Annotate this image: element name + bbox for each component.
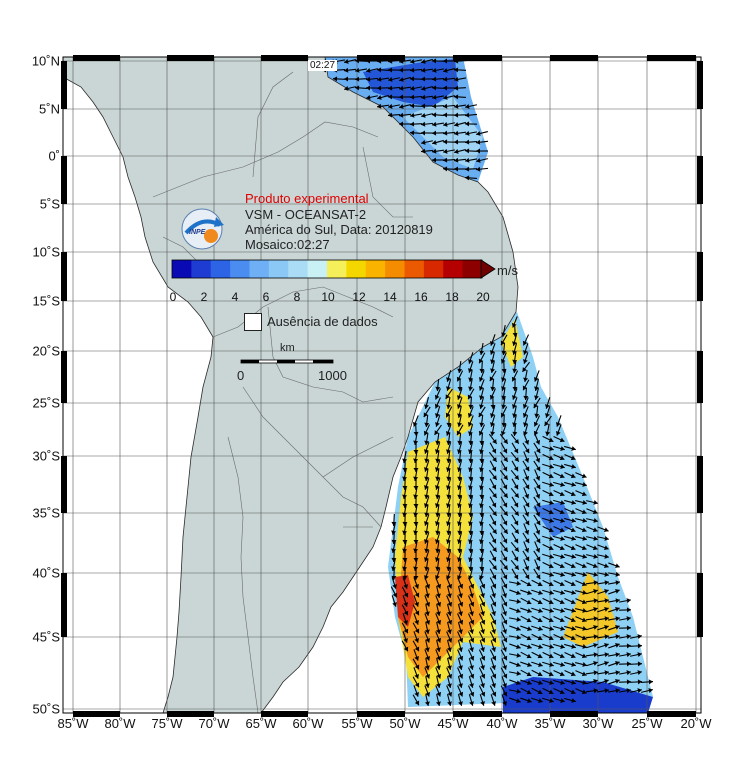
- colorbar-cell: [443, 260, 464, 278]
- colorbar-tick: 20: [476, 290, 490, 304]
- colorbar-tick: 10: [321, 290, 335, 304]
- lat-label: 5˚S: [39, 196, 60, 212]
- colorbar-tick: 0: [169, 290, 177, 304]
- lon-label: 30˚W: [582, 716, 614, 731]
- lon-label: 50˚W: [389, 716, 421, 731]
- lon-label: 35˚W: [534, 716, 566, 731]
- lat-label: 30˚S: [32, 448, 60, 464]
- lon-label: 40˚W: [486, 716, 518, 731]
- lat-label: 40˚S: [32, 565, 60, 581]
- colorbar-arrow: [480, 259, 496, 279]
- colorbar: [171, 259, 496, 279]
- scale-unit: km: [280, 342, 295, 354]
- lat-label: 10˚N: [31, 53, 60, 69]
- lat-label: 5˚N: [39, 101, 60, 117]
- colorbar-cell: [462, 260, 483, 278]
- lon-label: 20˚W: [680, 716, 712, 731]
- lat-label: 0˚: [48, 148, 60, 164]
- colorbar-cell: [191, 260, 212, 278]
- lat-label: 25˚S: [32, 395, 60, 411]
- colorbar-cell: [249, 260, 270, 278]
- colorbar-tick: 4: [231, 290, 239, 304]
- colorbar-unit: m/s: [497, 263, 518, 278]
- product-title: Produto experimental: [245, 191, 369, 206]
- colorbar-cell: [172, 260, 192, 278]
- colorbar-cell: [230, 260, 250, 278]
- lon-label: 60˚W: [292, 716, 324, 731]
- colorbar-tick: 6: [262, 290, 270, 304]
- colorbar-tick: 18: [445, 290, 459, 304]
- legend-line-mosaic: Mosaico:02:27: [245, 237, 330, 252]
- colorbar-tick: 8: [293, 290, 301, 304]
- lon-label: 25˚W: [631, 716, 663, 731]
- scale-bar: [240, 359, 334, 364]
- map-frame: [63, 57, 701, 713]
- svg-text:INPE: INPE: [189, 229, 206, 236]
- colorbar-tick: 12: [352, 290, 366, 304]
- colorbar-cell: [423, 260, 444, 278]
- colorbar-cell: [288, 260, 309, 278]
- time-stamp: 02:27: [308, 60, 338, 71]
- colorbar-cell: [268, 260, 289, 278]
- colorbar-cell: [210, 260, 231, 278]
- lon-label: 85˚W: [57, 716, 89, 731]
- colorbar-cell: [327, 260, 347, 278]
- legend-line-date: América do Sul, Data: 20120819: [245, 222, 433, 237]
- colorbar-tick: 16: [414, 290, 428, 304]
- wind-map: [63, 57, 701, 713]
- lon-label: 65˚W: [245, 716, 277, 731]
- lat-label: 10˚S: [32, 244, 60, 260]
- lat-label: 20˚S: [32, 343, 60, 359]
- scale-start: 0: [237, 368, 245, 383]
- no-data-swatch: [244, 313, 262, 331]
- lon-label: 55˚W: [341, 716, 373, 731]
- colorbar-cell: [365, 260, 386, 278]
- colorbar-cell: [346, 260, 367, 278]
- lat-label: 45˚S: [32, 629, 60, 645]
- no-data-label: Ausência de dados: [267, 314, 378, 329]
- colorbar-tick: 14: [383, 290, 397, 304]
- colorbar-cell: [385, 260, 405, 278]
- lon-label: 75˚W: [151, 716, 183, 731]
- colorbar-cell: [307, 260, 328, 278]
- lat-label: 50˚S: [32, 701, 60, 717]
- lon-label: 80˚W: [104, 716, 136, 731]
- lon-label: 45˚W: [437, 716, 469, 731]
- inpe-logo: INPE: [181, 208, 224, 250]
- lon-label: 70˚W: [198, 716, 230, 731]
- lat-label: 15˚S: [32, 293, 60, 309]
- colorbar-cell: [404, 260, 425, 278]
- legend-line-sensor: VSM - OCEANSAT-2: [245, 207, 367, 222]
- lat-label: 35˚S: [32, 505, 60, 521]
- colorbar-tick: 2: [200, 290, 208, 304]
- scale-end: 1000: [318, 368, 347, 383]
